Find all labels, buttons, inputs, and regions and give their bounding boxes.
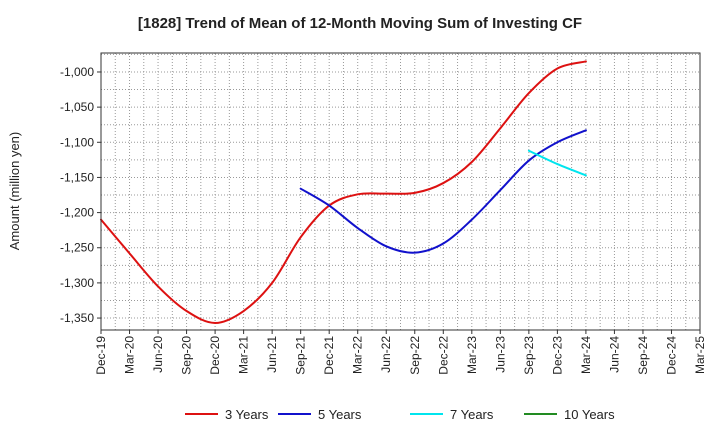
legend-label-10-years: 10 Years (564, 407, 615, 422)
legend: 3 Years 5 Years 7 Years 10 Years (185, 407, 615, 422)
y-axis-label: Amount (million yen) (7, 132, 22, 251)
legend-label-3-years: 3 Years (225, 407, 269, 422)
series-lines (100, 60, 587, 324)
y-tick-label: -1,100 (60, 135, 94, 149)
y-tick-label: -1,250 (60, 241, 94, 255)
x-tick-label: Jun-20 (151, 336, 165, 373)
x-tick-label: Dec-23 (550, 336, 564, 375)
y-tick-label: -1,150 (60, 170, 94, 184)
series-line-7-years (527, 149, 587, 177)
chart-title: [1828] Trend of Mean of 12-Month Moving … (138, 15, 582, 32)
x-tick-label: Dec-22 (436, 336, 450, 375)
x-tick-label: Jun-23 (493, 336, 507, 373)
legend-label-7-years: 7 Years (450, 407, 494, 422)
x-tick-label: Dec-20 (208, 336, 222, 375)
x-tick-label: Sep-21 (294, 336, 308, 375)
x-tick-label: Jun-24 (607, 336, 621, 373)
x-axis: Dec-19 Mar-20 Jun-20 Sep-20 Dec-20 Mar-21 Jun-… (94, 330, 707, 375)
x-tick-label: Mar-24 (579, 336, 593, 374)
x-tick-label: Dec-19 (94, 336, 108, 375)
y-tick-label: -1,350 (60, 311, 94, 325)
x-tick-label: Mar-22 (351, 336, 365, 374)
x-tick-label: Sep-22 (408, 336, 422, 375)
x-tick-label: Sep-23 (522, 336, 536, 375)
legend-label-5-years: 5 Years (318, 407, 362, 422)
x-tick-label: Mar-20 (123, 336, 137, 374)
x-tick-label: Dec-24 (664, 336, 678, 375)
y-tick-label: -1,300 (60, 276, 94, 290)
series-line-3-years (100, 60, 587, 324)
y-tick-label: -1,200 (60, 206, 94, 220)
plot-frame (100, 52, 701, 331)
x-tick-label: Mar-23 (465, 336, 479, 374)
x-tick-label: Mar-21 (237, 336, 251, 374)
grid (101, 53, 700, 330)
y-tick-label: -1,050 (60, 100, 94, 114)
x-tick-label: Sep-24 (636, 336, 650, 375)
y-tick-label: -1,000 (60, 65, 94, 79)
x-tick-label: Mar-25 (693, 336, 707, 374)
x-tick-label: Sep-20 (180, 336, 194, 375)
y-axis: -1,000 -1,050 -1,100 -1,150 -1,200 -1,250 -1,3… (60, 65, 101, 325)
x-tick-label: Jun-22 (379, 336, 393, 373)
x-tick-label: Dec-21 (322, 336, 336, 375)
x-tick-label: Jun-21 (265, 336, 279, 373)
